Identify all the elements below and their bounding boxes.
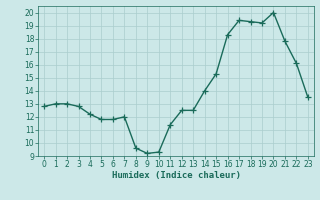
X-axis label: Humidex (Indice chaleur): Humidex (Indice chaleur) bbox=[111, 171, 241, 180]
